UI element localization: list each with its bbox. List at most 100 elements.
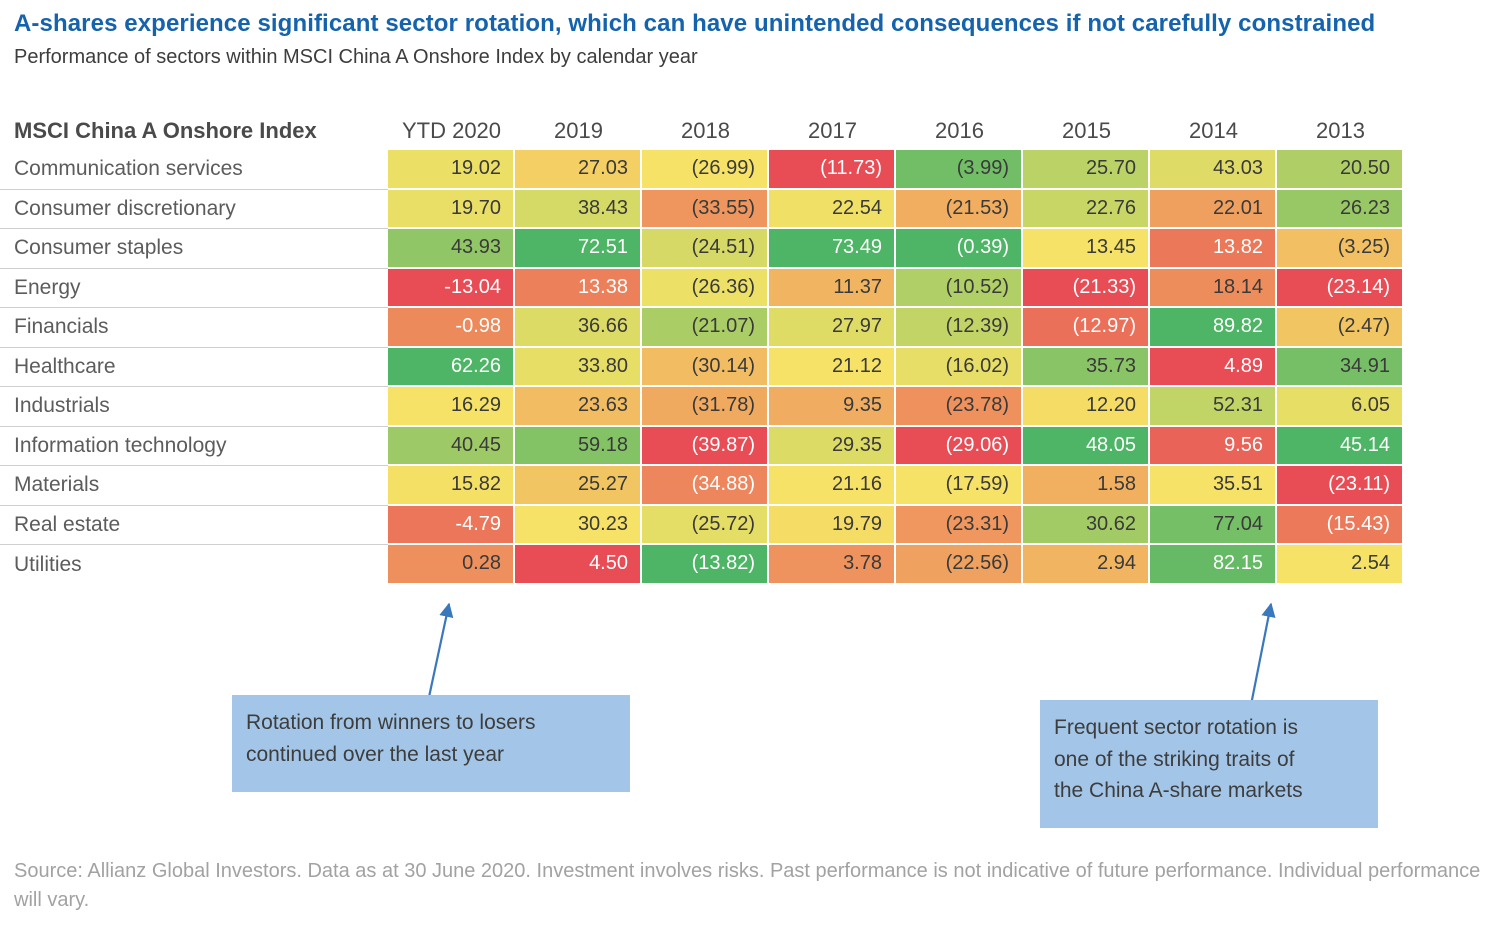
heatmap-cell: 2.54 — [1277, 545, 1404, 585]
heatmap-cell: 48.05 — [1023, 426, 1150, 466]
heatmap-cell: 35.73 — [1023, 347, 1150, 387]
table-row: Real estate -4.79 30.23 (25.72) 19.79 (23.31)… — [0, 505, 1404, 545]
heatmap-cell: 89.82 — [1150, 308, 1277, 348]
heatmap-cell: 22.54 — [769, 189, 896, 229]
column-header: 2017 — [808, 118, 857, 143]
heatmap-cell: 52.31 — [1150, 387, 1277, 427]
heatmap-cell: 45.14 — [1277, 426, 1404, 466]
heatmap-cell: 19.02 — [388, 150, 515, 190]
heatmap-cell: 19.79 — [769, 505, 896, 545]
heatmap-cell: 43.03 — [1150, 150, 1277, 190]
heatmap-cell: 27.97 — [769, 308, 896, 348]
table-row: Consumer discretionary 19.70 38.43 (33.55) 2… — [0, 189, 1404, 229]
heatmap-cell: (23.31) — [896, 505, 1023, 545]
heatmap-cell: (23.14) — [1277, 268, 1404, 308]
heatmap-cell: (3.25) — [1277, 229, 1404, 269]
heatmap-cell: 13.38 — [515, 268, 642, 308]
heatmap-cell: 13.82 — [1150, 229, 1277, 269]
heatmap-cell: 22.76 — [1023, 189, 1150, 229]
heatmap-cell: (39.87) — [642, 426, 769, 466]
heatmap-cell: 18.14 — [1150, 268, 1277, 308]
row-label: Real estate — [0, 506, 388, 545]
column-header: 2019 — [554, 118, 603, 143]
heatmap-cell: 29.35 — [769, 426, 896, 466]
heatmap-cell: (34.88) — [642, 466, 769, 506]
heatmap-cell: 25.27 — [515, 466, 642, 506]
heatmap-cell: (21.33) — [1023, 268, 1150, 308]
heatmap-cell: 30.62 — [1023, 505, 1150, 545]
heatmap-cell: (29.06) — [896, 426, 1023, 466]
heatmap-cell: 19.70 — [388, 189, 515, 229]
heatmap-cell: 12.20 — [1023, 387, 1150, 427]
heatmap-cell: 6.05 — [1277, 387, 1404, 427]
annotation-box-frequent: Frequent sector rotation is one of the s… — [1040, 700, 1378, 828]
heatmap-cell: 9.56 — [1150, 426, 1277, 466]
heatmap-cell: 62.26 — [388, 347, 515, 387]
heatmap-cell: (22.56) — [896, 545, 1023, 585]
heatmap-cell: 1.58 — [1023, 466, 1150, 506]
heatmap-cell: 40.45 — [388, 426, 515, 466]
heatmap-cell: (21.53) — [896, 189, 1023, 229]
heatmap-cell: 21.16 — [769, 466, 896, 506]
heatmap-cell: (24.51) — [642, 229, 769, 269]
heatmap-cell: -0.98 — [388, 308, 515, 348]
heatmap-cell: 23.63 — [515, 387, 642, 427]
heatmap-cell: 27.03 — [515, 150, 642, 190]
row-label: Financials — [0, 308, 388, 348]
column-header: 2018 — [681, 118, 730, 143]
heatmap-cell: (23.11) — [1277, 466, 1404, 506]
table-row: Healthcare 62.26 33.80 (30.14) 21.12 (16.02) 3… — [0, 347, 1404, 387]
heatmap-cell: (3.99) — [896, 150, 1023, 190]
heatmap-cell: 2.94 — [1023, 545, 1150, 585]
table-row: Financials -0.98 36.66 (21.07) 27.97 (12.39)(… — [0, 308, 1404, 348]
heatmap-cell: (31.78) — [642, 387, 769, 427]
annotation-box-rotation: Rotation from winners to losers continue… — [232, 695, 630, 792]
heatmap-cell: (33.55) — [642, 189, 769, 229]
heatmap-cell: (23.78) — [896, 387, 1023, 427]
heatmap-cell: 82.15 — [1150, 545, 1277, 585]
heatmap-cell: (26.36) — [642, 268, 769, 308]
heatmap-cell: 16.29 — [388, 387, 515, 427]
heatmap-cell: 4.50 — [515, 545, 642, 585]
row-label: Consumer discretionary — [0, 190, 388, 229]
heatmap-cell: (25.72) — [642, 505, 769, 545]
row-label: Communication services — [0, 150, 388, 190]
heatmap-cell: 13.45 — [1023, 229, 1150, 269]
heatmap-cell: (13.82) — [642, 545, 769, 585]
heatmap-cell: 21.12 — [769, 347, 896, 387]
heatmap-cell: 77.04 — [1150, 505, 1277, 545]
row-label: Information technology — [0, 427, 388, 466]
heatmap-cell: (11.73) — [769, 150, 896, 190]
heatmap-cell: 35.51 — [1150, 466, 1277, 506]
column-header: 2015 — [1062, 118, 1111, 143]
heatmap-cell: 11.37 — [769, 268, 896, 308]
heatmap-cell: 38.43 — [515, 189, 642, 229]
row-label: Consumer staples — [0, 229, 388, 269]
table-row: Communication services 19.02 27.03 (26.99)(… — [0, 150, 1404, 190]
table-row: Utilities 0.28 4.50 (13.82) 3.78 (22.56) 2.94 8… — [0, 545, 1404, 585]
column-header: 2014 — [1189, 118, 1238, 143]
row-label: Healthcare — [0, 348, 388, 387]
source-footnote: Source: Allianz Global Investors. Data a… — [14, 860, 1481, 911]
header-row: MSCI China A Onshore Index YTD 2020 2019 20… — [0, 112, 1404, 150]
column-header: YTD 2020 — [401, 118, 502, 143]
heatmap-cell: (30.14) — [642, 347, 769, 387]
table-row: Materials 15.82 25.27 (34.88) 21.16 (17.59) 1.… — [0, 466, 1404, 506]
heatmap-cell: (12.39) — [896, 308, 1023, 348]
heatmap-cell: 26.23 — [1277, 189, 1404, 229]
page-subtitle: Performance of sectors within MSCI China… — [14, 46, 698, 68]
heatmap-cell: 22.01 — [1150, 189, 1277, 229]
row-label: Utilities — [14, 552, 82, 576]
heatmap-cell: 30.23 — [515, 505, 642, 545]
heatmap-cell: 0.28 — [388, 545, 515, 585]
heatmap-cell: 25.70 — [1023, 150, 1150, 190]
heatmap-cell: 33.80 — [515, 347, 642, 387]
table-corner-label: MSCI China A Onshore Index — [14, 118, 317, 143]
column-header: 2016 — [935, 118, 984, 143]
heatmap-table: MSCI China A Onshore Index YTD 2020 2019 20… — [0, 112, 1404, 585]
table-row: Information technology 40.45 59.18 (39.87) 2… — [0, 426, 1404, 466]
heatmap-cell: 15.82 — [388, 466, 515, 506]
page-title: A-shares experience significant sector r… — [14, 10, 1376, 37]
heatmap-cell: 36.66 — [515, 308, 642, 348]
row-label: Materials — [0, 466, 388, 506]
